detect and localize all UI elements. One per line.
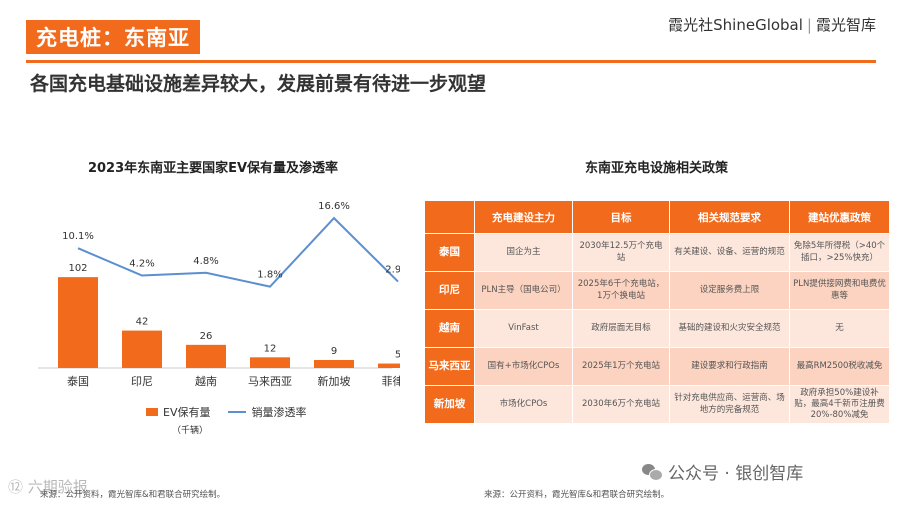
table-cell: 无	[789, 309, 890, 348]
row-country: 越南	[424, 309, 475, 348]
title-underline	[26, 60, 876, 63]
table-row: 马来西亚 国有+市场化CPOs 2025年1万个充电站 建设要求和行政指南 最高…	[424, 347, 890, 386]
x-tick-label: 菲律宾	[382, 374, 401, 388]
x-tick-label: 越南	[195, 374, 217, 388]
page-title: 充电桩：东南亚	[26, 20, 200, 54]
row-country: 新加坡	[424, 385, 475, 424]
bar-value-label: 42	[136, 317, 149, 328]
legend-bar-label: EV保有量	[163, 406, 211, 419]
table-cell: 2025年6千个充电站，1万个换电站	[572, 271, 670, 310]
table-header-cell: 建站优惠政策	[789, 200, 890, 234]
bar-value-label: 26	[200, 331, 213, 342]
x-tick-label: 泰国	[67, 374, 89, 388]
table-cell: 免除5年所得税（>40个插口，>25%快充）	[789, 233, 890, 272]
bar-value-label: 5	[395, 350, 400, 361]
line-value-label: 1.8%	[257, 270, 282, 281]
bar	[314, 359, 354, 368]
table-header-cell: 充电建设主力	[474, 200, 573, 234]
table-cell: 建设要求和行政指南	[669, 347, 790, 386]
chart-source: 来源：公开资料，霞光智库&和君联合研究绘制。	[40, 490, 226, 500]
table-header-row: 充电建设主力 目标 相关规范要求 建站优惠政策	[424, 200, 890, 234]
table-row: 印尼 PLN主导（国电公司） 2025年6千个充电站，1万个换电站 设定服务费上…	[424, 271, 890, 310]
legend-item-line: 销量渗透率	[228, 404, 306, 420]
table-header-cell: 相关规范要求	[669, 200, 790, 234]
legend-line-swatch	[228, 411, 247, 413]
table-row: 新加坡 市场化CPOs 2030年6万个充电站 针对充电供应商、运营商、场地方的…	[424, 385, 890, 424]
ev-chart: 102 泰国 42 印尼 26 越南 12 马来西亚 9 新加坡 5 菲律宾 10.1% 4.2% 4.8%…	[38, 201, 401, 388]
chart-legend: EV保有量 销量渗透率	[146, 404, 306, 420]
brand-shineglobal: 霞光社ShineGlobal	[668, 16, 803, 34]
table-cell: 国企为主	[474, 233, 573, 272]
brand-separator: |	[806, 16, 812, 34]
table-cell: 市场化CPOs	[474, 385, 573, 424]
page-subtitle: 各国充电基础设施差异较大，发展前景有待进一步观望	[30, 73, 487, 95]
table-cell: 国有+市场化CPOs	[474, 347, 573, 386]
bar	[122, 330, 162, 368]
brand-xiaguang: 霞光智库	[815, 16, 876, 34]
wechat-icon	[642, 463, 663, 481]
legend-line-label: 销量渗透率	[251, 406, 307, 419]
table-cell: 最高RM2500税收减免	[789, 347, 890, 386]
line-value-label: 4.8%	[193, 256, 218, 267]
table-cell: VinFast	[474, 309, 573, 348]
table-row: 越南 VinFast 政府层面无目标 基础的建设和火灾安全规范 无	[424, 309, 890, 348]
line-value-label: 10.1%	[62, 231, 94, 242]
watermark: ⑫ 六期验报	[8, 478, 88, 496]
table-header-corner	[424, 200, 475, 234]
bar	[378, 363, 400, 368]
x-tick-label: 马来西亚	[248, 375, 292, 388]
row-country: 印尼	[424, 271, 475, 310]
bar	[250, 357, 290, 368]
row-country: 泰国	[424, 233, 475, 272]
table-cell: PLN主导（国电公司）	[474, 271, 573, 310]
brand: 霞光社ShineGlobal | 霞光智库	[668, 14, 876, 35]
table-title: 东南亚充电设施相关政策	[584, 161, 728, 176]
table-source: 来源：公开资料，霞光智库&和君联合研究绘制。	[484, 490, 670, 500]
legend-unit: （千辆）	[172, 426, 209, 436]
x-tick-label: 新加坡	[318, 374, 351, 388]
table-cell: 基础的建设和火灾安全规范	[669, 309, 790, 348]
bar	[186, 344, 226, 368]
table-row: 泰国 国企为主 2030年12.5万个充电站 有关建设、设备、运营的规范 免除5…	[424, 233, 890, 272]
bar-value-label: 12	[264, 343, 277, 354]
x-tick-label: 印尼	[131, 375, 153, 388]
table-cell: 针对充电供应商、运营商、场地方的完备规范	[669, 385, 790, 424]
table-cell: 政府层面无目标	[572, 309, 670, 348]
line-value-label: 16.6%	[318, 201, 350, 212]
bar-value-label: 9	[331, 346, 337, 357]
penetration-line	[77, 216, 399, 288]
chart-title: 2023年东南亚主要国家EV保有量及渗透率	[87, 161, 339, 176]
line-value-label: 4.2%	[129, 259, 154, 270]
policy-table: 充电建设主力 目标 相关规范要求 建站优惠政策 泰国 国企为主 2030年12.…	[424, 200, 890, 424]
table-cell: 2025年1万个充电站	[572, 347, 670, 386]
legend-bar-swatch	[146, 408, 158, 416]
wechat-account: 公众号 · 银创智库	[642, 459, 803, 484]
table-cell: 政府承担50%建设补贴，最高4千新币注册费20%-80%减免	[789, 385, 890, 424]
row-country: 马来西亚	[424, 347, 475, 386]
line-value-label: 2.9%	[385, 265, 400, 276]
bar-value-label: 102	[68, 263, 87, 274]
legend-item-bar: EV保有量	[146, 404, 210, 420]
table-cell: PLN提供接网费和电费优惠等	[789, 271, 890, 310]
bar	[58, 277, 98, 368]
table-cell: 设定服务费上限	[669, 271, 790, 310]
table-cell: 有关建设、设备、运营的规范	[669, 233, 790, 272]
table-cell: 2030年12.5万个充电站	[572, 233, 670, 272]
table-cell: 2030年6万个充电站	[572, 385, 670, 424]
wechat-account-label: 公众号 · 银创智库	[668, 464, 804, 484]
table-header-cell: 目标	[572, 200, 670, 234]
